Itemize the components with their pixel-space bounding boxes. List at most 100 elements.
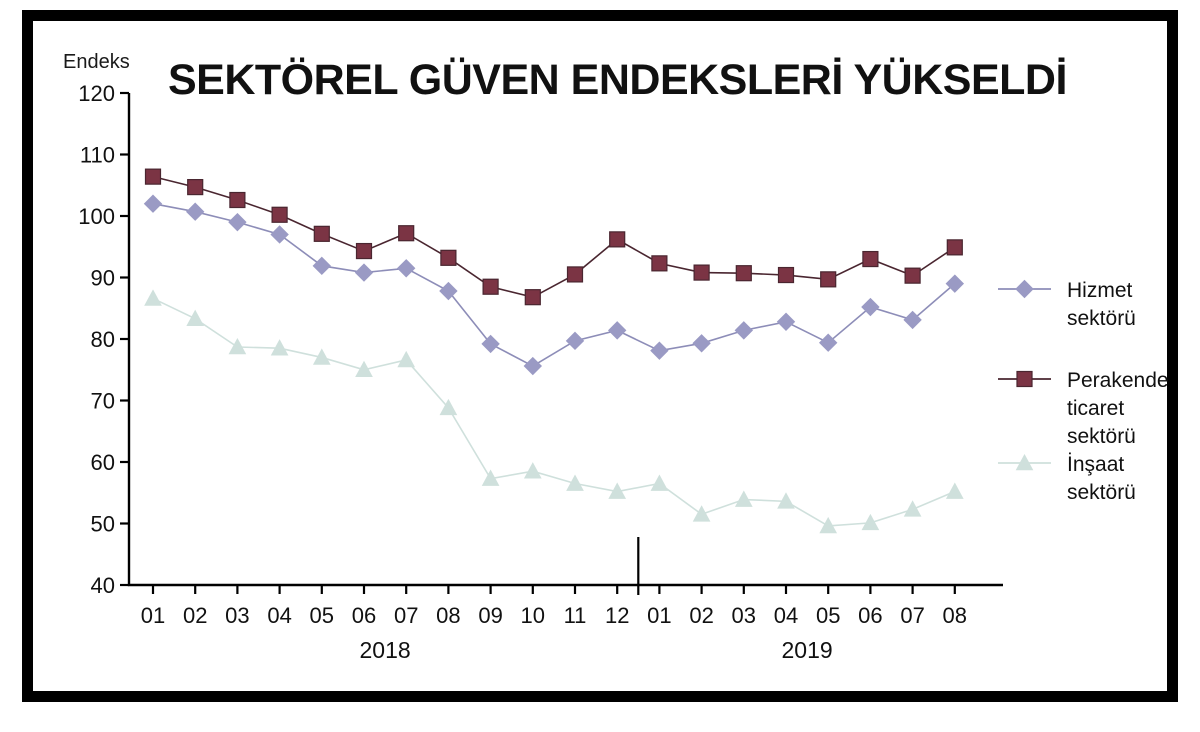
data-point-marker-diamond <box>396 259 416 278</box>
sector-confidence-line-chart: Endeks SEKTÖREL GÜVEN ENDEKSLERİ YÜKSELD… <box>63 51 1169 663</box>
data-point-marker-diamond <box>945 274 965 293</box>
data-point-marker-square <box>144 168 162 185</box>
data-point-marker-square <box>946 239 963 256</box>
data-point-marker-square <box>229 191 246 209</box>
data-point-marker-square <box>355 242 373 260</box>
y-axis-tick-labels: 120 110 100 90 80 70 60 50 40 <box>78 81 115 598</box>
x-axis-tick-label: 03 <box>225 603 249 628</box>
x-axis-tick-label: 07 <box>900 603 924 628</box>
data-point-marker-square <box>271 206 288 223</box>
x-axis-tick-label: 12 <box>605 603 629 628</box>
data-point-marker-diamond <box>481 334 500 354</box>
legend-label: ticaret <box>1067 397 1124 420</box>
y-axis-tick-label: 120 <box>78 81 115 106</box>
data-point-marker-triangle <box>903 500 922 517</box>
x-axis-tick-label: 04 <box>774 603 798 628</box>
figure-frame: Endeks SEKTÖREL GÜVEN ENDEKSLERİ YÜKSELD… <box>22 10 1178 702</box>
chart-title: SEKTÖREL GÜVEN ENDEKSLERİ YÜKSELDİ <box>168 56 1067 104</box>
data-point-marker-diamond <box>650 341 669 360</box>
x-axis-tick-label: 02 <box>689 603 713 628</box>
x-axis-year-labels: 2018 2019 <box>360 637 833 663</box>
data-point-marker-triangle <box>523 462 542 479</box>
x-axis-tick-label: 08 <box>436 603 460 628</box>
data-point-marker-diamond <box>818 333 838 352</box>
x-axis-tick-label: 10 <box>521 603 545 628</box>
x-axis-year-label: 2018 <box>360 637 411 663</box>
data-point-marker-triangle <box>566 474 584 491</box>
y-axis-tick-label: 50 <box>91 512 115 537</box>
data-point-marker-diamond <box>270 225 289 244</box>
data-point-marker-diamond <box>439 281 458 301</box>
x-axis-tick-label: 05 <box>816 603 840 628</box>
x-axis-tick-label: 06 <box>352 603 376 628</box>
legend-label: Hizmet <box>1067 279 1133 302</box>
x-axis-tick-label: 06 <box>858 603 882 628</box>
y-axis-tick-label: 70 <box>91 389 115 414</box>
x-axis-tick-label: 04 <box>267 603 291 628</box>
legend-item-diamond[interactable]: Hizmet sektörü <box>998 279 1136 330</box>
data-point-marker-square <box>904 267 921 284</box>
data-point-marker-triangle <box>1015 453 1034 471</box>
series-square <box>144 168 963 306</box>
x-axis-tick-label: 08 <box>943 603 967 628</box>
legend-item-square[interactable]: Perakende ticaret sektörü <box>998 369 1169 448</box>
data-point-marker-square <box>820 271 837 288</box>
data-point-marker-triangle <box>777 492 795 509</box>
data-point-marker-triangle <box>819 516 838 534</box>
legend-label: sektörü <box>1067 425 1136 448</box>
data-point-marker-square <box>693 264 710 281</box>
data-point-marker-triangle <box>734 490 753 507</box>
data-point-marker-triangle <box>312 348 331 365</box>
series-diamond <box>143 194 965 376</box>
x-axis-tick-label: 07 <box>394 603 418 628</box>
x-axis-tick-label: 02 <box>183 603 207 628</box>
data-point-marker-triangle <box>650 474 669 491</box>
data-point-marker-triangle <box>692 505 711 522</box>
y-axis-tick-label: 60 <box>91 450 115 475</box>
chart-axes <box>127 93 1003 587</box>
x-axis-year-label: 2019 <box>782 637 833 663</box>
data-point-marker-triangle <box>270 339 289 356</box>
data-point-marker-triangle <box>481 469 500 486</box>
legend-item-triangle[interactable]: İnşaat sektörü <box>998 453 1136 504</box>
data-point-marker-diamond <box>565 331 585 351</box>
x-axis-tick-label: 01 <box>647 603 671 628</box>
data-point-marker-triangle <box>186 309 205 327</box>
data-point-marker-triangle <box>439 398 458 416</box>
data-point-marker-triangle <box>355 360 373 378</box>
data-point-marker-diamond <box>692 334 711 353</box>
data-point-marker-square <box>482 278 499 295</box>
y-axis-tick-label: 40 <box>91 573 115 598</box>
data-point-marker-triangle <box>144 289 162 306</box>
x-axis-tick-label: 01 <box>141 603 165 628</box>
data-point-marker-square <box>609 231 626 248</box>
data-point-marker-diamond <box>776 312 796 331</box>
data-point-marker-square <box>735 265 752 282</box>
series-line <box>152 202 956 367</box>
data-point-marker-diamond <box>734 321 754 340</box>
legend-label: sektörü <box>1067 481 1136 504</box>
x-axis-tick-label: 11 <box>564 603 587 628</box>
data-point-marker-diamond <box>143 194 163 213</box>
y-axis-tick-label: 100 <box>78 204 115 229</box>
data-point-marker-diamond <box>861 297 880 317</box>
data-point-marker-diamond <box>1015 279 1034 299</box>
data-point-marker-square <box>1016 370 1033 388</box>
data-point-marker-diamond <box>312 256 332 276</box>
data-point-marker-diamond <box>354 263 374 282</box>
x-axis-tick-marks <box>151 585 956 594</box>
data-point-marker-triangle <box>397 350 416 368</box>
data-point-marker-square <box>398 225 415 242</box>
data-point-marker-square <box>862 250 879 268</box>
x-axis-tick-label: 03 <box>732 603 756 628</box>
x-axis-tick-label: 05 <box>310 603 334 628</box>
x-axis-tick-label: 09 <box>478 603 502 628</box>
data-point-marker-square <box>566 266 584 283</box>
data-point-marker-square <box>524 289 541 306</box>
legend-label: Perakende <box>1067 369 1169 392</box>
y-axis-tick-label: 110 <box>80 143 115 168</box>
data-point-marker-diamond <box>523 356 543 376</box>
y-axis-tick-marks <box>120 91 129 587</box>
series-triangle <box>144 289 964 534</box>
x-axis-tick-labels: 01 02 03 04 05 06 07 08 09 10 11 12 01 02 03 04 05 06 07 08 <box>141 603 967 628</box>
